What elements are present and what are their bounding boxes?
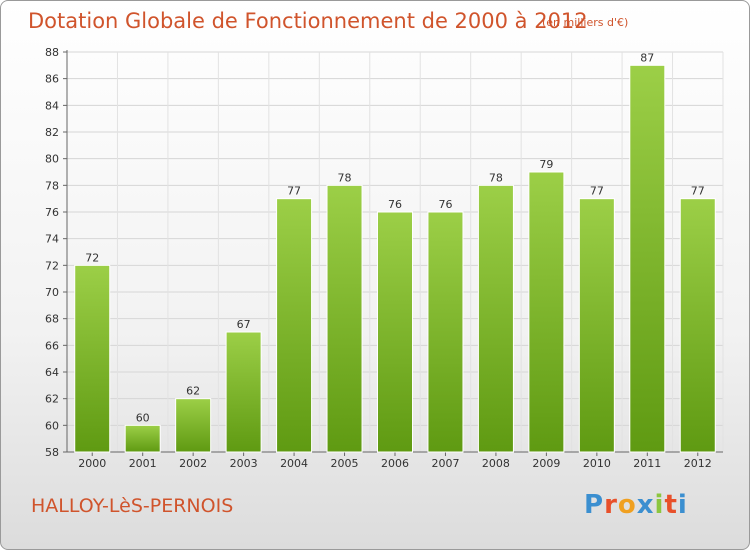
x-tick-label: 2006 — [381, 457, 409, 470]
bar-2002 — [175, 398, 212, 453]
x-tick-label: 2007 — [431, 457, 459, 470]
logo-letter: i — [677, 490, 688, 520]
chart-title: Dotation Globale de Fonctionnement de 20… — [28, 9, 588, 33]
data-label: 77 — [287, 185, 301, 198]
x-tick-label: 2010 — [583, 457, 611, 470]
bar-2008 — [477, 184, 514, 453]
data-label: 76 — [438, 198, 452, 211]
bar-2003 — [225, 331, 262, 453]
y-tick-label: 58 — [45, 446, 59, 459]
x-tick-label: 2011 — [633, 457, 661, 470]
logo-letter: o — [617, 490, 637, 520]
y-tick-label: 66 — [45, 339, 59, 352]
logo-letter: i — [654, 490, 665, 520]
x-tick-label: 2004 — [280, 457, 308, 470]
y-tick-label: 68 — [45, 313, 59, 326]
data-label: 87 — [640, 51, 654, 64]
logo-letter: x — [636, 490, 655, 520]
x-tick-label: 2003 — [230, 457, 258, 470]
data-label: 76 — [388, 198, 402, 211]
y-tick-label: 84 — [45, 99, 59, 112]
logo-letter: r — [604, 490, 618, 520]
x-tick-label: 2001 — [129, 457, 157, 470]
bar-2004 — [276, 198, 313, 453]
bar-2011 — [629, 64, 666, 453]
y-tick-label: 80 — [45, 153, 59, 166]
y-tick-label: 62 — [45, 393, 59, 406]
x-tick-label: 2012 — [684, 457, 712, 470]
proxiti-logo[interactable]: Proxiti — [584, 490, 688, 520]
bar-2007 — [427, 211, 464, 453]
y-tick-label: 60 — [45, 419, 59, 432]
y-tick-label: 78 — [45, 179, 59, 192]
data-label: 67 — [237, 318, 251, 331]
x-tick-label: 2005 — [331, 457, 359, 470]
bars — [74, 64, 716, 453]
chart-subtitle: (en milliers d'€) — [542, 16, 629, 29]
logo-letter: t — [664, 490, 678, 520]
bar-2010 — [578, 198, 615, 453]
data-labels: 72 60 62 67 77 78 76 76 78 79 77 87 77 — [85, 51, 705, 424]
x-tick-label: 2000 — [78, 457, 106, 470]
data-label: 77 — [691, 185, 705, 198]
y-tick-label: 64 — [45, 366, 59, 379]
data-label: 60 — [136, 411, 150, 424]
data-label: 78 — [338, 171, 352, 184]
y-tick-label: 88 — [45, 46, 59, 59]
data-label: 77 — [590, 185, 604, 198]
y-tick-label: 82 — [45, 126, 59, 139]
bar-2012 — [679, 198, 716, 453]
bar-2000 — [74, 264, 111, 453]
logo-letter: P — [584, 490, 605, 520]
y-tick-label: 72 — [45, 259, 59, 272]
town-name: HALLOY-LèS-PERNOIS — [31, 495, 234, 517]
data-label: 79 — [539, 158, 553, 171]
bar-2009 — [528, 171, 565, 453]
bar-2006 — [377, 211, 413, 453]
y-tick-label: 76 — [45, 206, 59, 219]
data-label: 78 — [489, 171, 503, 184]
x-tick-label: 2002 — [179, 457, 207, 470]
y-tick-label: 70 — [45, 286, 59, 299]
y-tick-label: 74 — [45, 233, 59, 246]
data-label: 72 — [85, 251, 99, 264]
x-tick-label: 2009 — [532, 457, 560, 470]
data-label: 62 — [186, 385, 200, 398]
x-tick-label: 2008 — [482, 457, 510, 470]
y-tick-label: 86 — [45, 73, 59, 86]
bar-2001 — [124, 424, 161, 453]
bar-2005 — [326, 184, 363, 453]
